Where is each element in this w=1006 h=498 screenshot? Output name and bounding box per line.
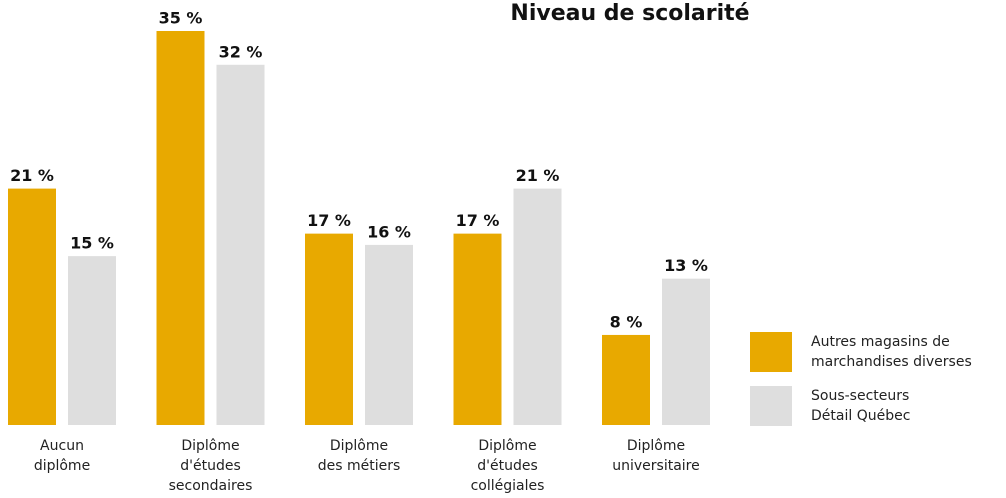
x-tick-label: Diplôme des métiers [317,438,401,474]
x-tick-label: Aucun diplôme [33,438,91,474]
bar [156,31,205,425]
value-label: 13 % [664,256,708,275]
bar [602,334,650,425]
legend-swatch [750,386,792,426]
legend-label: Sous-secteurs Détail Québec [811,388,911,424]
x-tick-label: Diplôme d'études secondaires [168,438,253,494]
legend-swatch [750,332,792,372]
value-label: 35 % [159,9,203,28]
bar [513,188,562,425]
value-label: 8 % [610,312,643,331]
value-label: 15 % [70,234,114,253]
x-tick-label: Diplôme universitaire [612,438,700,474]
bar [305,233,353,425]
legend-label: Autres magasins de marchandises diverses [811,334,972,370]
value-label: 21 % [10,166,54,185]
bar [365,244,413,425]
bar [216,64,265,426]
bar [453,233,502,425]
value-label: 17 % [456,211,500,230]
x-tick-label: Diplôme d'études collégiales [470,438,545,494]
chart-title: Niveau de scolarité [510,1,749,26]
bar [68,256,116,425]
bar [662,278,710,425]
bar [8,188,56,425]
value-label: 17 % [307,211,351,230]
value-label: 21 % [516,166,560,185]
value-label: 32 % [219,42,263,61]
value-label: 16 % [367,222,411,241]
